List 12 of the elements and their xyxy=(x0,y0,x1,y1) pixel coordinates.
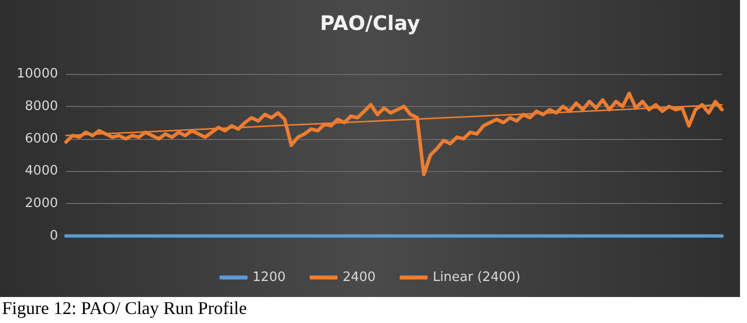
y-tick-label: 8000 xyxy=(24,98,58,114)
caption: Figure 12: PAO/ Clay Run Profile xyxy=(2,298,247,319)
line-series xyxy=(64,92,724,176)
y-tick-label: 6000 xyxy=(24,131,58,146)
legend-label: Linear (2400) xyxy=(432,270,520,285)
y-tick-label: 0 xyxy=(50,228,58,244)
chart-title: PAO/Clay xyxy=(320,11,420,35)
legend-label: 1200 xyxy=(252,270,286,285)
y-tick-label: 4000 xyxy=(24,164,58,179)
legend-label: 2400 xyxy=(342,270,376,285)
y-tick-label: 10000 xyxy=(16,66,58,82)
y-tick-label: 2000 xyxy=(24,196,58,212)
